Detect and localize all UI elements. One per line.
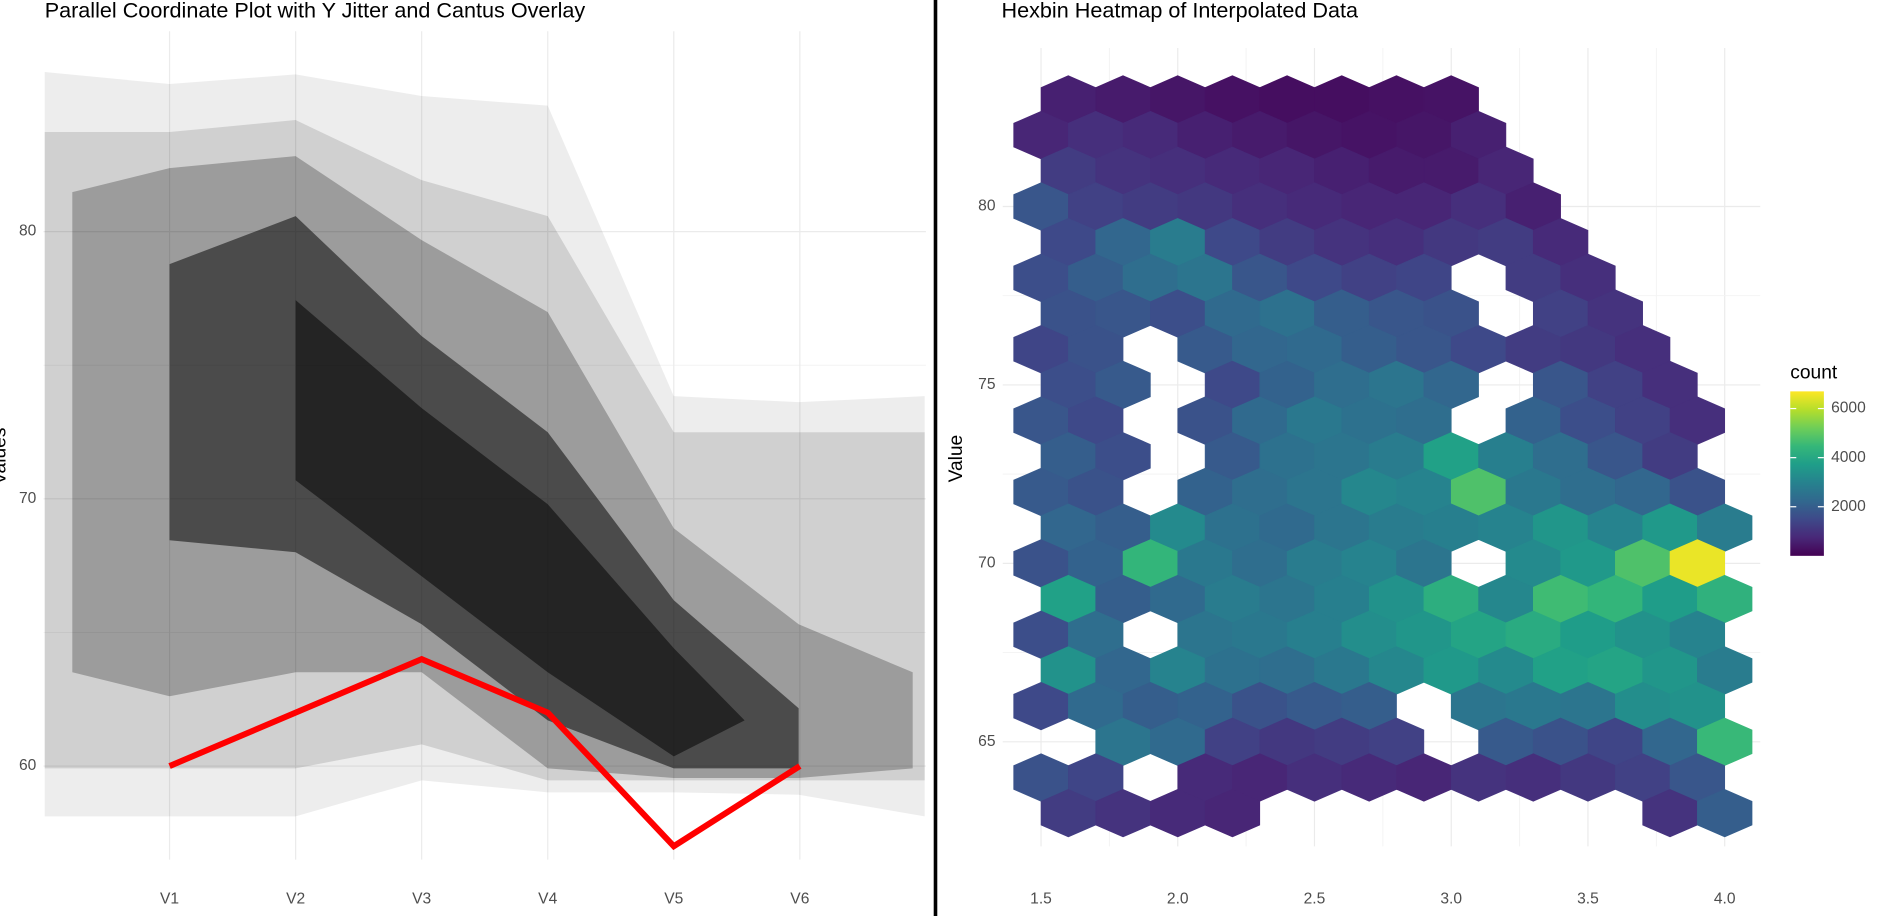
- x-tick-label: 4.0: [1714, 890, 1736, 907]
- y-tick-label: 80: [19, 223, 37, 240]
- x-tick-label: 1.5: [1030, 890, 1052, 907]
- legend-colorbar: [1790, 391, 1824, 556]
- y-axis-title: Values: [0, 428, 10, 485]
- chart-title: Parallel Coordinate Plot with Y Jitter a…: [45, 0, 586, 23]
- x-tick-label: V1: [160, 890, 179, 907]
- x-tick-label: 3.0: [1440, 890, 1462, 907]
- x-tick-label: 3.5: [1577, 890, 1599, 907]
- hexbins: [1013, 75, 1753, 838]
- x-tick-label: 2.5: [1304, 890, 1326, 907]
- legend-tick-label: 2000: [1831, 498, 1866, 515]
- x-tick-label: V3: [412, 890, 431, 907]
- y-tick-label: 70: [19, 490, 37, 507]
- x-tick-label: 2.0: [1167, 890, 1189, 907]
- legend-title: count: [1790, 362, 1838, 383]
- y-tick-label: 70: [978, 554, 996, 571]
- x-tick-label: V5: [664, 890, 683, 907]
- legend-tick-label: 6000: [1831, 400, 1866, 417]
- x-tick-label: V4: [538, 890, 557, 907]
- chart-title: Hexbin Heatmap of Interpolated Data: [1002, 0, 1359, 23]
- hexbin: [1204, 789, 1261, 838]
- line-cloud: [44, 72, 925, 817]
- y-axis-title: Value: [946, 435, 967, 483]
- y-tick-label: 75: [978, 376, 996, 393]
- y-tick-label: 65: [978, 733, 996, 750]
- hexbin: [1697, 789, 1753, 838]
- y-tick-label: 80: [978, 198, 996, 215]
- legend-tick-label: 4000: [1831, 449, 1866, 466]
- y-tick-label: 60: [19, 757, 37, 774]
- cantus-line: [168, 655, 802, 851]
- x-tick-label: V6: [790, 890, 809, 907]
- x-tick-label: V2: [286, 890, 305, 907]
